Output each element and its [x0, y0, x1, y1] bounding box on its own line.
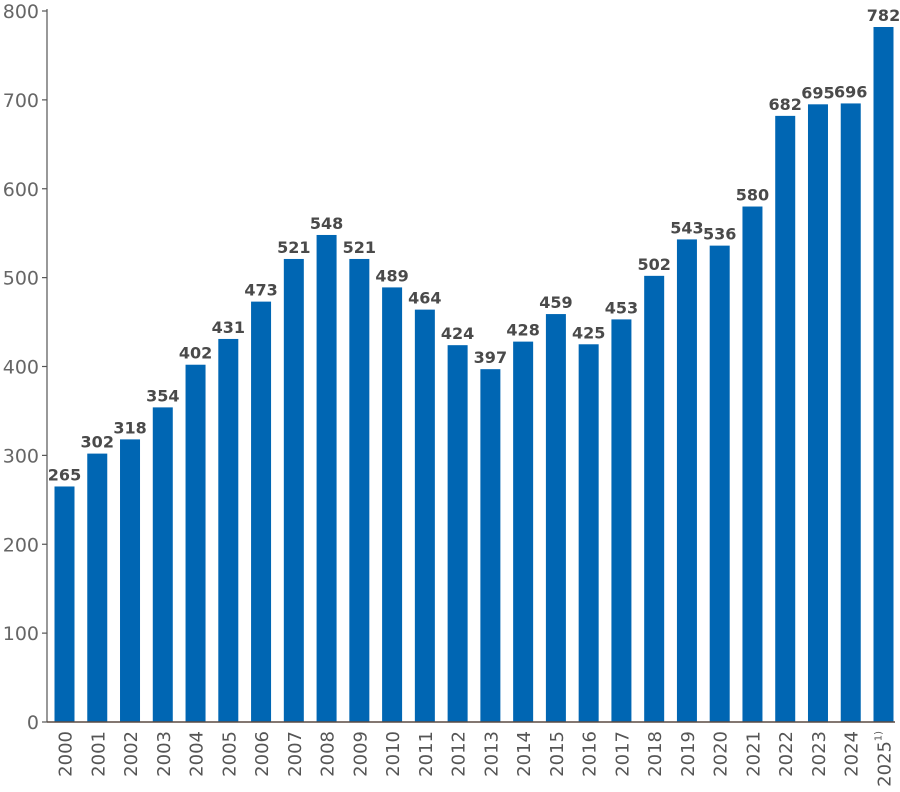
- data-label-2000: 265: [48, 465, 81, 484]
- x-tick-label: 2018: [645, 731, 666, 777]
- y-tick-label: 0: [27, 712, 39, 734]
- bar-2018: [644, 275, 665, 722]
- y-tick-label: 500: [3, 268, 39, 290]
- y-tick-label: 300: [3, 445, 39, 467]
- x-tick-label: 2002: [121, 731, 142, 777]
- y-tick-label: 700: [3, 90, 39, 112]
- bar-2003: [152, 407, 173, 722]
- bar-2002: [120, 439, 141, 722]
- data-label-2013: 397: [474, 348, 507, 367]
- data-label-2004: 402: [179, 344, 212, 363]
- data-label-2009: 521: [343, 238, 376, 257]
- data-label-2002: 318: [113, 418, 146, 437]
- data-label-2014: 428: [506, 321, 539, 340]
- x-tick-label: 2006: [252, 731, 273, 777]
- data-label-2008: 548: [310, 214, 343, 233]
- bar-2024: [840, 103, 861, 723]
- x-tick-label: 2003: [154, 731, 175, 777]
- data-label-2003: 354: [146, 386, 179, 405]
- y-tick-label: 600: [3, 179, 39, 201]
- data-label-2010: 489: [375, 266, 408, 285]
- data-label-2006: 473: [244, 281, 277, 300]
- x-tick-label: 2016: [580, 731, 601, 777]
- bar-2019: [676, 239, 697, 722]
- x-tick-label: 2020: [711, 731, 732, 777]
- y-tick-label: 200: [3, 534, 39, 556]
- bar-2014: [513, 341, 534, 722]
- x-tick-label: 2012: [449, 731, 470, 777]
- x-tick-label: 2011: [416, 731, 437, 777]
- bar-2017: [611, 319, 632, 722]
- bar-2021: [742, 206, 763, 722]
- x-tick-label: 2017: [612, 731, 633, 777]
- x-tick-label: 2004: [187, 731, 208, 777]
- bar-2000: [54, 486, 75, 722]
- y-tick-label: 100: [3, 623, 39, 645]
- bar-2016: [578, 344, 599, 722]
- x-tick-label: 2015: [547, 731, 568, 777]
- x-tick-label: 2001: [88, 731, 109, 777]
- x-tick-label: 2009: [350, 731, 371, 777]
- x-tick-label: 2024: [842, 731, 863, 777]
- bar-2020: [709, 245, 730, 722]
- x-axis: 2000 2001 2002 2003 2004 2005 2006 2007 2008 2009…: [47, 721, 896, 787]
- data-label-2007: 521: [277, 238, 310, 257]
- data-label-2001: 302: [81, 433, 114, 452]
- data-label-2018: 502: [637, 255, 670, 274]
- x-tick-label: 2005: [219, 731, 240, 777]
- bar-2001: [87, 453, 108, 722]
- bar-2005: [218, 338, 239, 722]
- y-tick-label: 800: [3, 1, 39, 23]
- bar-2023: [807, 104, 828, 723]
- x-tick-label: 2023: [809, 731, 830, 777]
- data-label-2024: 696: [834, 82, 867, 101]
- data-label-2005: 431: [212, 318, 245, 337]
- data-label-2016: 425: [572, 323, 605, 342]
- bar-2006: [251, 301, 272, 722]
- x-tick-label: 2010: [383, 731, 404, 777]
- bar-2007: [283, 258, 304, 722]
- bar-2022: [775, 115, 796, 722]
- data-label-2023: 695: [801, 83, 834, 102]
- y-tick-label: 400: [3, 357, 39, 379]
- x-tick-label: 2025: [875, 741, 896, 787]
- x-tick-label: 2007: [285, 731, 306, 777]
- bar-2012: [447, 345, 468, 722]
- bar-2013: [480, 369, 501, 722]
- x-tick-label: 2008: [318, 731, 339, 777]
- data-label-2015: 459: [539, 293, 572, 312]
- bar-2009: [349, 258, 370, 722]
- data-label-2020: 536: [703, 225, 736, 244]
- bar-2015: [545, 314, 566, 722]
- data-label-2017: 453: [605, 298, 638, 317]
- bar-2004: [185, 364, 206, 722]
- data-label-2021: 580: [736, 186, 769, 205]
- x-tick-label: 2022: [776, 731, 797, 777]
- x-tick-label: 2013: [481, 731, 502, 777]
- y-axis: 0 100 200 300 400 500 600 700 800: [3, 1, 48, 734]
- bar-2010: [382, 287, 403, 722]
- bar-2025: [873, 26, 894, 723]
- bar-2008: [316, 234, 337, 722]
- x-tick-label: 2000: [56, 731, 77, 777]
- x-tick-label: 2019: [678, 731, 699, 777]
- data-label-2019: 543: [670, 218, 703, 237]
- x-tick-label: 2014: [514, 731, 535, 777]
- bar-2011: [414, 309, 435, 722]
- x-tick-footnote: 1): [874, 731, 885, 741]
- data-label-2011: 464: [408, 289, 441, 308]
- data-label-2025: 782: [867, 6, 900, 25]
- data-label-2012: 424: [441, 324, 474, 343]
- x-tick-label: 2021: [743, 731, 764, 777]
- data-label-2022: 682: [769, 95, 802, 114]
